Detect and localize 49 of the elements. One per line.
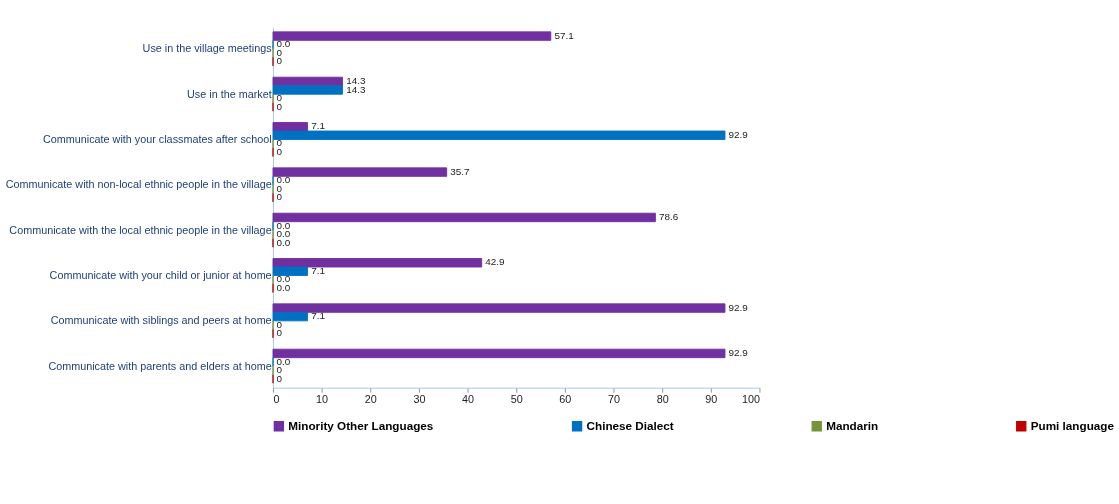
y-tick-label: Use in the market — [187, 87, 272, 100]
data-label: 7.1 — [311, 310, 326, 322]
y-tick-label: Communicate with siblings and peers at home — [50, 314, 272, 327]
data-label: 35.7 — [450, 165, 471, 177]
legend-label: Pumi language — [1030, 418, 1115, 432]
bar — [272, 130, 726, 140]
y-tick-label: Communicate with your child or junior at home — [49, 269, 272, 282]
x-tick-label: 0 — [273, 392, 280, 405]
x-tick-label: 70 — [608, 392, 621, 405]
data-label: 7.1 — [311, 120, 326, 132]
data-label: 7.1 — [311, 264, 326, 276]
data-label: 57.1 — [554, 29, 575, 41]
data-label: 42.9 — [485, 256, 506, 268]
data-label: 0.0 — [276, 355, 291, 367]
bar — [272, 31, 552, 41]
y-tick-label: Communicate with your classmates after school — [43, 133, 272, 146]
bar — [272, 311, 308, 322]
y-tick-label: Communicate with the local ethnic people in the village — [9, 223, 272, 236]
legend-label: Minority Other Languages — [288, 418, 434, 432]
legend-label: Chinese Dialect — [586, 418, 674, 432]
x-tick-label: 80 — [656, 392, 669, 405]
y-tick-label: Use in the village meetings — [142, 42, 273, 55]
x-tick-label: 60 — [559, 392, 572, 405]
x-tick-label: 40 — [462, 392, 475, 405]
x-tick-label: 90 — [705, 392, 718, 405]
y-tick-label: Communicate with non-local ethnic people in the village — [5, 178, 272, 191]
x-tick-label: 20 — [364, 392, 377, 405]
bar — [272, 85, 344, 95]
data-label: 78.6 — [659, 211, 679, 223]
bar — [272, 167, 448, 177]
x-tick-label: 30 — [413, 392, 426, 405]
data-label: 92.9 — [728, 128, 749, 140]
x-tick-label: 50 — [510, 392, 523, 405]
data-label: 0 — [276, 191, 283, 203]
bar — [272, 258, 483, 268]
data-label: 92.9 — [728, 347, 749, 359]
bar — [272, 303, 726, 313]
x-tick-label: 100 — [741, 392, 760, 405]
legend-label: Mandarin — [826, 418, 879, 432]
bar — [272, 348, 726, 359]
y-tick-label: Communicate with parents and elders at home — [48, 359, 272, 372]
data-label: 0 — [276, 327, 283, 339]
data-label: 0 — [276, 318, 283, 330]
bar — [272, 266, 308, 276]
bar — [272, 212, 656, 223]
data-label: 0 — [276, 55, 283, 67]
x-tick-label: 10 — [316, 392, 329, 405]
data-label: 0.0 — [276, 219, 291, 231]
data-label: 92.9 — [728, 301, 749, 313]
